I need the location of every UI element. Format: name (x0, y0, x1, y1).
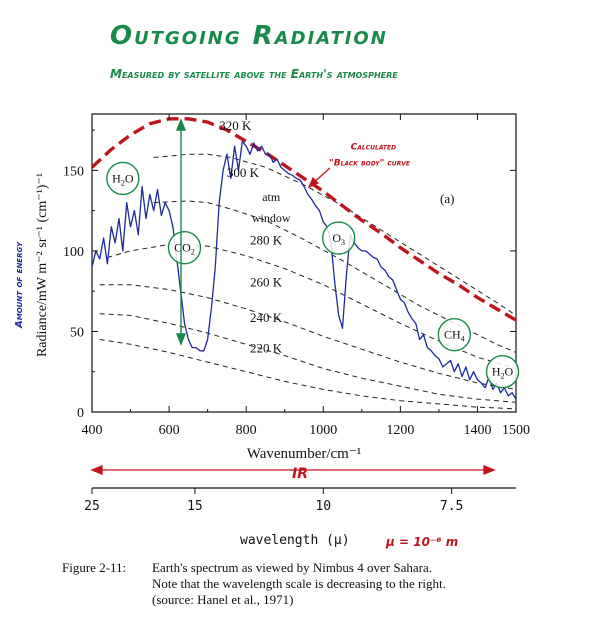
gas-label: O3 (332, 231, 345, 247)
isotherm-label: 240 K (250, 310, 283, 325)
wavelength-axis-label: wavelength (µ) (240, 533, 350, 548)
gas-circle (106, 161, 140, 196)
gas-circle (437, 317, 472, 352)
gas-circle (167, 230, 202, 265)
chart-subtitle: Measured by satellite above the Earth's … (110, 67, 398, 81)
y-tick-label: 100 (63, 245, 84, 260)
gas-label: H2O (112, 171, 134, 187)
x-tick-label: 1400 (463, 423, 491, 438)
y-tick-label: 50 (70, 325, 84, 340)
isotherm-label: 220 K (250, 340, 283, 355)
wavelength-ticks: 25 15 10 7.5 (84, 488, 463, 514)
wavelength-unit-note: µ = 10⁻⁶ m (385, 535, 458, 549)
caption-line-2: Note that the wavelength scale is decrea… (152, 576, 446, 591)
isotherm-label: 300 K (227, 165, 260, 180)
isotherm-label: 280 K (250, 232, 283, 247)
caption-line-1: Earth's spectrum as viewed by Nimbus 4 o… (152, 560, 432, 575)
wavelength-tick-label: 25 (84, 499, 100, 514)
annotation-text: Calculated (351, 142, 396, 152)
gas-label: CH4 (444, 328, 465, 344)
panel-label: (a) (440, 191, 454, 206)
annotations: atm window Calculated "Black body" curve (252, 142, 411, 224)
caption-line-3: (source: Hanel et al., 1971) (152, 592, 294, 607)
y-tick-label: 150 (63, 164, 84, 179)
annotation-text: atm (262, 190, 281, 204)
y-axis-title: Radiance/mW m⁻² sr⁻¹ (cm⁻¹)⁻¹ (35, 173, 50, 357)
plot-frame (91, 113, 517, 413)
wavelength-tick-label: 7.5 (440, 499, 463, 514)
isotherm-curve-5 (99, 339, 517, 410)
gas-label: H2O (492, 365, 514, 381)
ir-label: IR (292, 466, 308, 482)
isotherm-label: 260 K (250, 274, 283, 289)
annotation-text: window (252, 211, 291, 225)
gas-circle (485, 355, 520, 389)
isotherm-curve-4 (99, 313, 517, 403)
spectrum-layer (91, 140, 517, 400)
annotation-text: "Black body" curve (329, 159, 411, 169)
gas-circle (321, 221, 356, 255)
x-tick-label: 600 (159, 423, 180, 438)
isotherm-curve-0 (153, 153, 517, 316)
spectrum-chart: Outgoing Radiation Measured by satellite… (14, 21, 530, 549)
y-tick-label: 0 (77, 406, 84, 421)
wavelength-tick-label: 15 (187, 499, 203, 514)
figure-caption: Figure 2-11: Earth's spectrum as viewed b… (62, 560, 582, 608)
x-tick-label: 800 (236, 423, 257, 438)
isotherm-curve-2 (107, 243, 517, 369)
x-tick-label: 400 (82, 423, 103, 438)
x-axis-title: Wavenumber/cm⁻¹ (247, 446, 362, 462)
black-body-layer (90, 117, 517, 322)
x-tick-label: 1200 (386, 423, 414, 438)
wavelength-tick-label: 10 (315, 499, 331, 514)
spectrum-line (91, 140, 517, 400)
isotherm-curve-3 (99, 284, 517, 390)
black-body-curve (90, 117, 517, 322)
y-ticks: 0 50 100 150 (63, 129, 516, 421)
x-tick-label: 1500 (502, 423, 530, 438)
co2-arrow (175, 118, 187, 346)
isotherm-labels: 320 K 300 K 280 K 260 K 240 K 220 K (219, 118, 283, 355)
chart-title: Outgoing Radiation (110, 21, 388, 51)
gas-labels: H2O CO2 O3 CH4 H2O (106, 161, 520, 389)
isotherm-label: 320 K (219, 118, 252, 133)
gas-label: CO2 (174, 241, 195, 257)
bb-pointer-arrow (307, 167, 331, 189)
x-ticks: 400 600 800 1000 1200 1400 1500 (82, 114, 530, 438)
ir-range-arrow (90, 465, 496, 475)
x-tick-label: 1000 (309, 423, 337, 438)
y-axis-note: Amount of energy (14, 241, 25, 329)
isotherm-layer (99, 153, 517, 410)
caption-figure-number: Figure 2-11: (62, 560, 127, 575)
